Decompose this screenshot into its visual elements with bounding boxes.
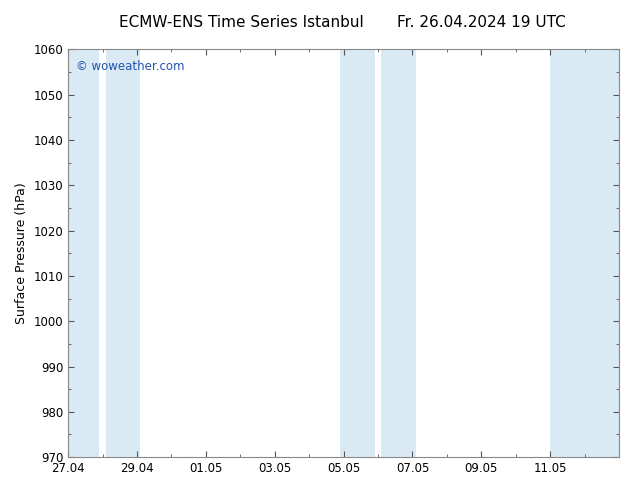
Text: Fr. 26.04.2024 19 UTC: Fr. 26.04.2024 19 UTC — [398, 15, 566, 30]
Y-axis label: Surface Pressure (hPa): Surface Pressure (hPa) — [15, 182, 28, 324]
Text: © woweather.com: © woweather.com — [77, 60, 185, 73]
Bar — [340, 49, 375, 457]
Text: ECMW-ENS Time Series Istanbul: ECMW-ENS Time Series Istanbul — [119, 15, 363, 30]
Bar — [382, 49, 416, 457]
Bar — [106, 49, 141, 457]
Bar — [550, 49, 619, 457]
Bar — [68, 49, 99, 457]
